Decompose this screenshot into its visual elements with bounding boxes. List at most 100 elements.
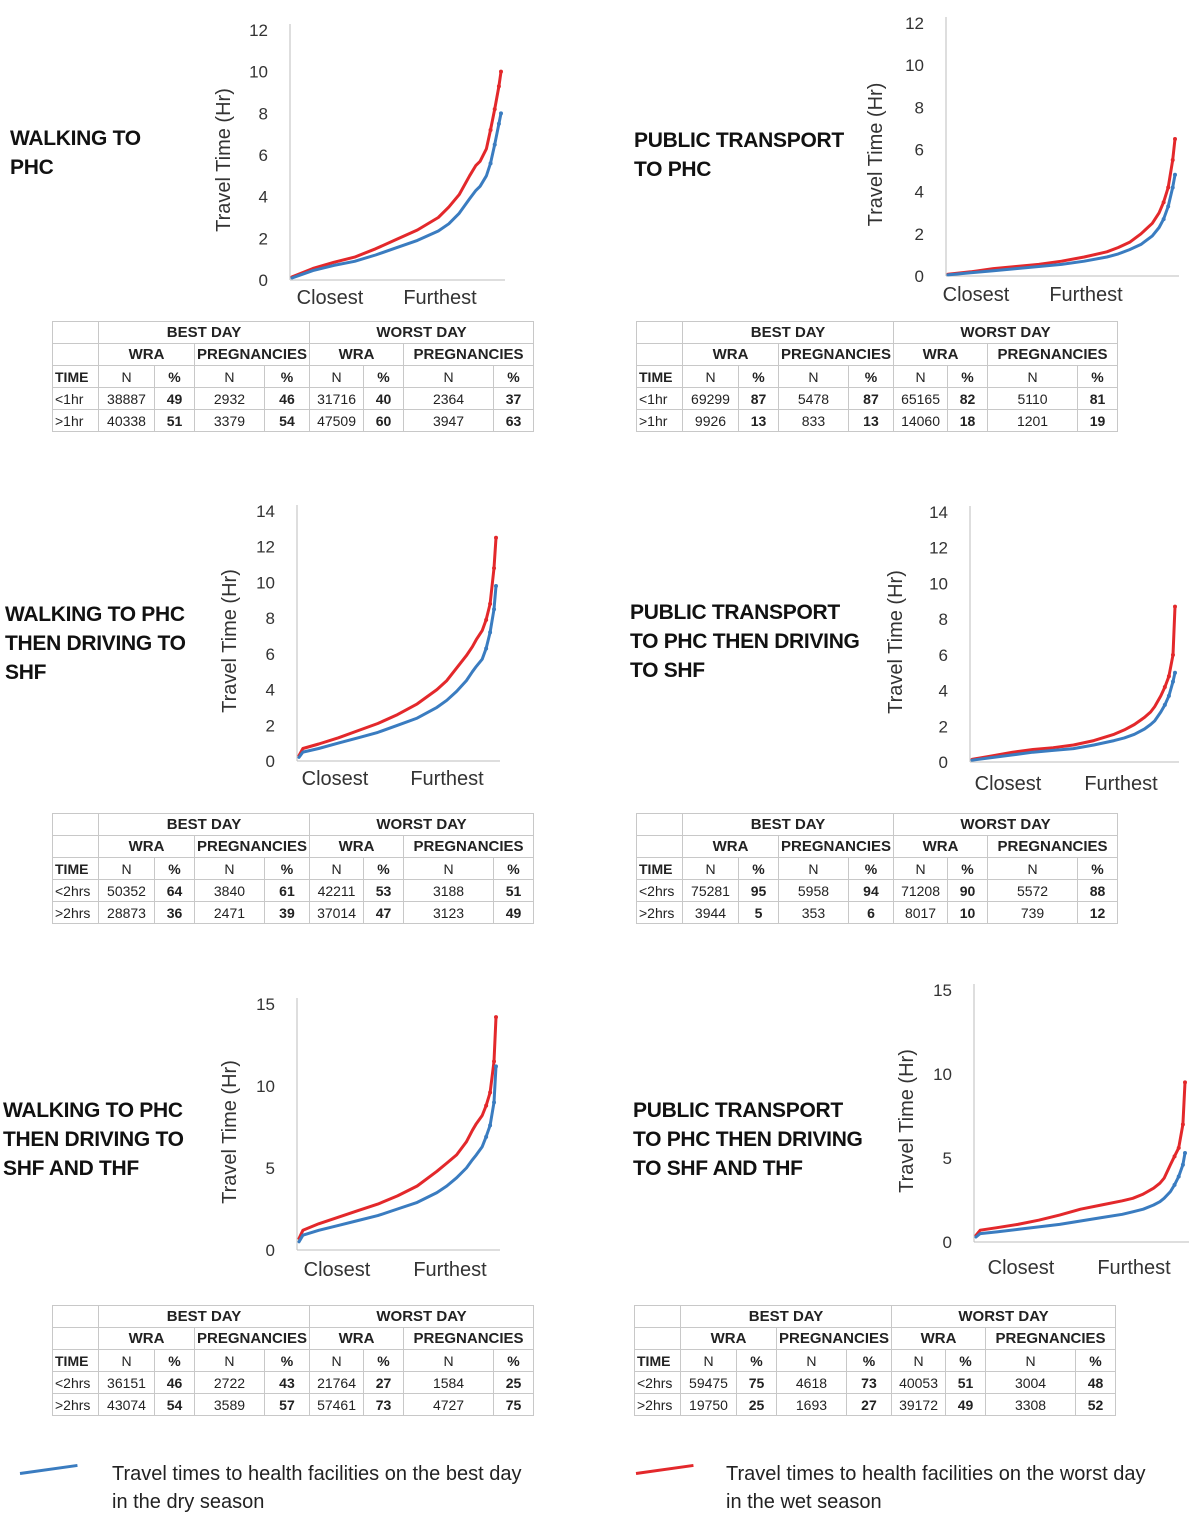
data-point [492,607,497,612]
y-tick-label: 14 [929,503,948,522]
row-label: >2hrs [52,901,99,924]
data-point [484,646,489,651]
y-axis-label: Travel Time (Hr) [213,88,235,232]
count-cell: 9926 [682,409,739,432]
y-tick-label: 14 [256,502,275,521]
pct-cell: 13 [847,409,895,432]
table-header-row: TIME N% N% N% N% [636,365,1119,388]
data-point [488,630,493,635]
pct-cell: 54 [263,409,311,432]
legend-best: Travel times to health facilities on the… [19,1460,590,1516]
header-time: TIME [52,857,99,880]
row-label: <2hrs [634,1371,681,1394]
pct-cell: 46 [263,387,311,410]
x-label-closest: Closest [304,1259,371,1281]
header-n: N [194,1349,265,1372]
x-label-furthest: Furthest [403,287,477,309]
row-label: >1hr [52,409,99,432]
table-row: >2hrs 28873 36 2471 39 37014 47 3123 49 [52,901,535,924]
y-tick-label: 6 [259,146,268,165]
y-tick-label: 8 [915,98,924,117]
data-point [1161,217,1166,222]
table-row: >2hrs 3944 5 353 6 8017 10 739 12 [636,901,1119,924]
table-corner-cell [52,1327,99,1350]
count-cell: 39172 [891,1393,947,1416]
header-n: N [893,857,949,880]
series-best [970,670,1177,762]
y-tick-label: 12 [905,14,924,33]
count-cell: 2932 [194,387,265,410]
pct-cell: 75 [736,1371,777,1394]
header-time: TIME [52,365,99,388]
header-wra: WRA [680,1327,777,1350]
pct-cell: 88 [1077,879,1119,902]
y-tick-label: 8 [259,104,268,123]
header-pct: % [945,1349,987,1372]
count-cell: 14060 [893,409,949,432]
table-row: <1hr 38887 49 2932 46 31716 40 2364 37 [52,387,535,410]
travel-time-chart: 0 2 4 6 8 10 12 14 Travel Time (Hr) Closest Furthe… [219,502,500,790]
data-point [488,1090,493,1095]
header-n: N [309,365,365,388]
pct-cell: 51 [945,1371,987,1394]
table-header-row: TIME N% N% N% N% [52,365,535,388]
header-pregnancies: PREGNANCIES [777,835,895,858]
header-pct: % [736,1349,777,1372]
data-point [1166,693,1171,698]
pct-cell: 18 [947,409,989,432]
table-header-row: WRA PREGNANCIES WRA PREGNANCIES [52,343,535,366]
header-pct: % [263,365,311,388]
data-point [1173,136,1177,141]
y-tick-label: 10 [933,1065,952,1084]
header-n: N [309,1349,365,1372]
count-cell: 3188 [403,879,495,902]
data-point [488,601,493,606]
series-line [946,173,1177,277]
pct-cell: 36 [154,901,195,924]
count-cell: 43074 [98,1393,155,1416]
data-point [494,584,498,588]
count-cell: 833 [778,409,849,432]
header-pct: % [493,1349,535,1372]
header-time: TIME [636,857,683,880]
header-pct: % [847,365,895,388]
pct-cell: 49 [154,387,195,410]
y-tick-label: 0 [939,753,948,772]
pct-cell: 46 [154,1371,195,1394]
count-cell: 3004 [985,1371,1077,1394]
data-point [492,107,497,112]
data-point [1183,1080,1187,1085]
x-label-furthest: Furthest [413,1259,487,1281]
pct-cell: 82 [947,387,989,410]
table-corner-cell [52,835,99,858]
table-row: <2hrs 36151 46 2722 43 21764 27 1584 25 [52,1371,535,1394]
table-corner-cell [52,343,99,366]
y-tick-label: 0 [259,271,268,290]
summary-table: BEST DAY WORST DAY WRA PREGNANCIES WRA PREGNA… [52,1305,535,1416]
data-point [488,161,493,166]
count-cell: 42211 [309,879,365,902]
header-worst-day: WORST DAY [309,1305,535,1328]
y-axis-label: Travel Time (Hr) [219,569,241,713]
header-wra: WRA [98,835,195,858]
y-tick-label: 6 [266,645,275,664]
data-point [1166,204,1171,209]
table-row: >2hrs 19750 25 1693 27 39172 49 3308 52 [634,1393,1117,1416]
y-tick-label: 15 [933,981,952,1000]
y-tick-label: 4 [939,682,948,701]
y-tick-label: 0 [915,267,924,286]
pct-cell: 63 [493,409,535,432]
data-point [1176,1174,1181,1179]
x-label-furthest: Furthest [1049,284,1123,306]
header-wra: WRA [893,835,989,858]
data-point [1166,674,1171,679]
table-corner-cell [636,813,683,836]
header-wra: WRA [309,835,405,858]
header-pregnancies: PREGNANCIES [985,1327,1117,1350]
data-point [484,1134,489,1139]
series-line [297,1015,498,1240]
panel-title: WALKING TO PHC THEN DRIVING TO SHF AND T… [3,1099,184,1180]
header-n: N [309,857,365,880]
count-cell: 353 [778,901,849,924]
header-pct: % [1077,365,1119,388]
